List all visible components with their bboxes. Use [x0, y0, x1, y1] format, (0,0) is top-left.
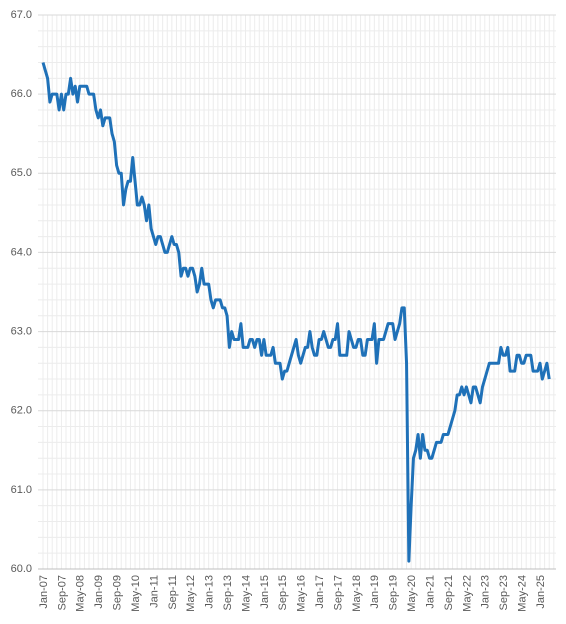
- x-tick-label: May-18: [351, 575, 363, 612]
- x-tick-label: Sep-23: [498, 575, 510, 610]
- x-tick-label: May-14: [240, 575, 252, 612]
- y-tick-label: 66.0: [11, 88, 32, 100]
- x-tick-label: May-08: [75, 575, 87, 612]
- x-tick-label: Sep-09: [112, 575, 124, 610]
- x-tick-label: May-10: [130, 575, 142, 612]
- x-tick-label: Sep-13: [222, 575, 234, 610]
- y-tick-label: 63.0: [11, 325, 32, 337]
- y-tick-label: 61.0: [11, 484, 32, 496]
- x-tick-label: Jan-19: [369, 575, 381, 609]
- x-tick-label: Sep-21: [443, 575, 455, 610]
- x-tick-label: May-16: [296, 575, 308, 612]
- x-tick-label: Jan-15: [259, 575, 271, 609]
- x-tick-label: Jan-07: [38, 575, 50, 609]
- x-tick-label: Jan-13: [204, 575, 216, 609]
- x-tick-label: Sep-11: [167, 575, 179, 610]
- y-tick-label: 65.0: [11, 167, 32, 179]
- x-tick-label: Jan-09: [93, 575, 105, 609]
- data-line: [41, 62, 551, 563]
- x-tick-label: Sep-17: [332, 575, 344, 610]
- x-tick-label: May-24: [516, 575, 528, 612]
- x-tick-label: Jan-21: [424, 575, 436, 609]
- x-tick-label: Sep-19: [388, 575, 400, 610]
- x-tick-label: Sep-15: [277, 575, 289, 610]
- x-tick-label: Jan-17: [314, 575, 326, 609]
- x-tick-label: Sep-07: [56, 575, 68, 610]
- y-tick-label: 62.0: [11, 405, 32, 417]
- x-tick-label: Jan-11: [148, 575, 160, 608]
- x-tick-label: Jan-23: [480, 575, 492, 609]
- y-tick-label: 64.0: [11, 246, 32, 258]
- y-tick-label: 60.0: [11, 563, 32, 575]
- x-tick-label: May-12: [185, 575, 197, 612]
- y-tick-label: 67.0: [11, 9, 32, 21]
- x-tick-label: May-22: [461, 575, 473, 612]
- x-tick-label: May-20: [406, 575, 418, 612]
- x-tick-label: Jan-25: [535, 575, 547, 609]
